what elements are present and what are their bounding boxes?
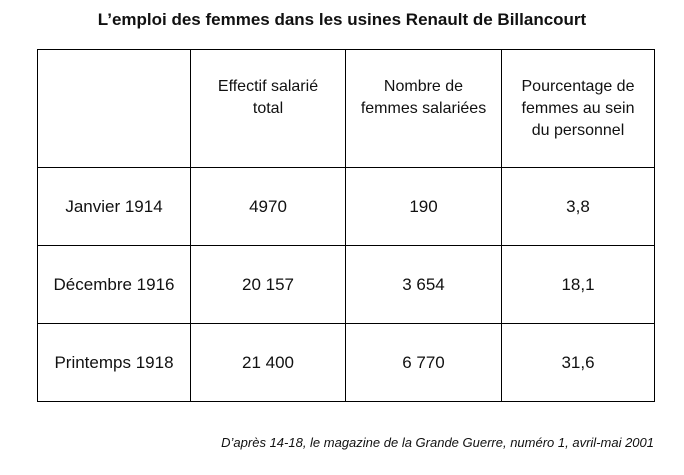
row-label-cell: Printemps 1918	[37, 323, 191, 402]
header-cell-women-count: Nombre de femmes salariées	[345, 49, 502, 168]
source-citation: D’après 14-18, le magazine de la Grande …	[221, 435, 654, 450]
row-label-cell: Décembre 1916	[37, 245, 191, 324]
header-label-women-count: Nombre de femmes salariées	[360, 78, 487, 117]
total-staff-cell: 21 400	[190, 323, 346, 402]
header-cell-women-percentage: Pourcentage de femmes au sein du personn…	[501, 49, 655, 168]
total-staff-cell: 20 157	[190, 245, 346, 324]
women-percentage-cell: 31,6	[501, 323, 655, 402]
women-count-cell: 3 654	[345, 245, 502, 324]
women-count-cell: 190	[345, 167, 502, 246]
header-cell-total-staff: Effectif salarié total	[190, 49, 346, 168]
header-cell-empty	[37, 49, 191, 168]
women-percentage-cell: 3,8	[501, 167, 655, 246]
document-title: L’emploi des femmes dans les usines Rena…	[97, 10, 587, 29]
women-count-cell: 6 770	[345, 323, 502, 402]
row-label-cell: Janvier 1914	[37, 167, 191, 246]
header-label-women-percentage: Pourcentage de femmes au sein du personn…	[521, 78, 635, 139]
total-staff-cell: 4970	[190, 167, 346, 246]
table-row: Printemps 1918 21 400 6 770 31,6	[37, 323, 655, 402]
table-row: Janvier 1914 4970 190 3,8	[37, 167, 655, 246]
table-header-row: Effectif salarié total Nombre de femmes …	[37, 49, 655, 168]
women-percentage-cell: 18,1	[501, 245, 655, 324]
employment-table: Effectif salarié total Nombre de femmes …	[37, 49, 655, 402]
header-label-total-staff: Effectif salarié total	[217, 78, 319, 117]
table-row: Décembre 1916 20 157 3 654 18,1	[37, 245, 655, 324]
